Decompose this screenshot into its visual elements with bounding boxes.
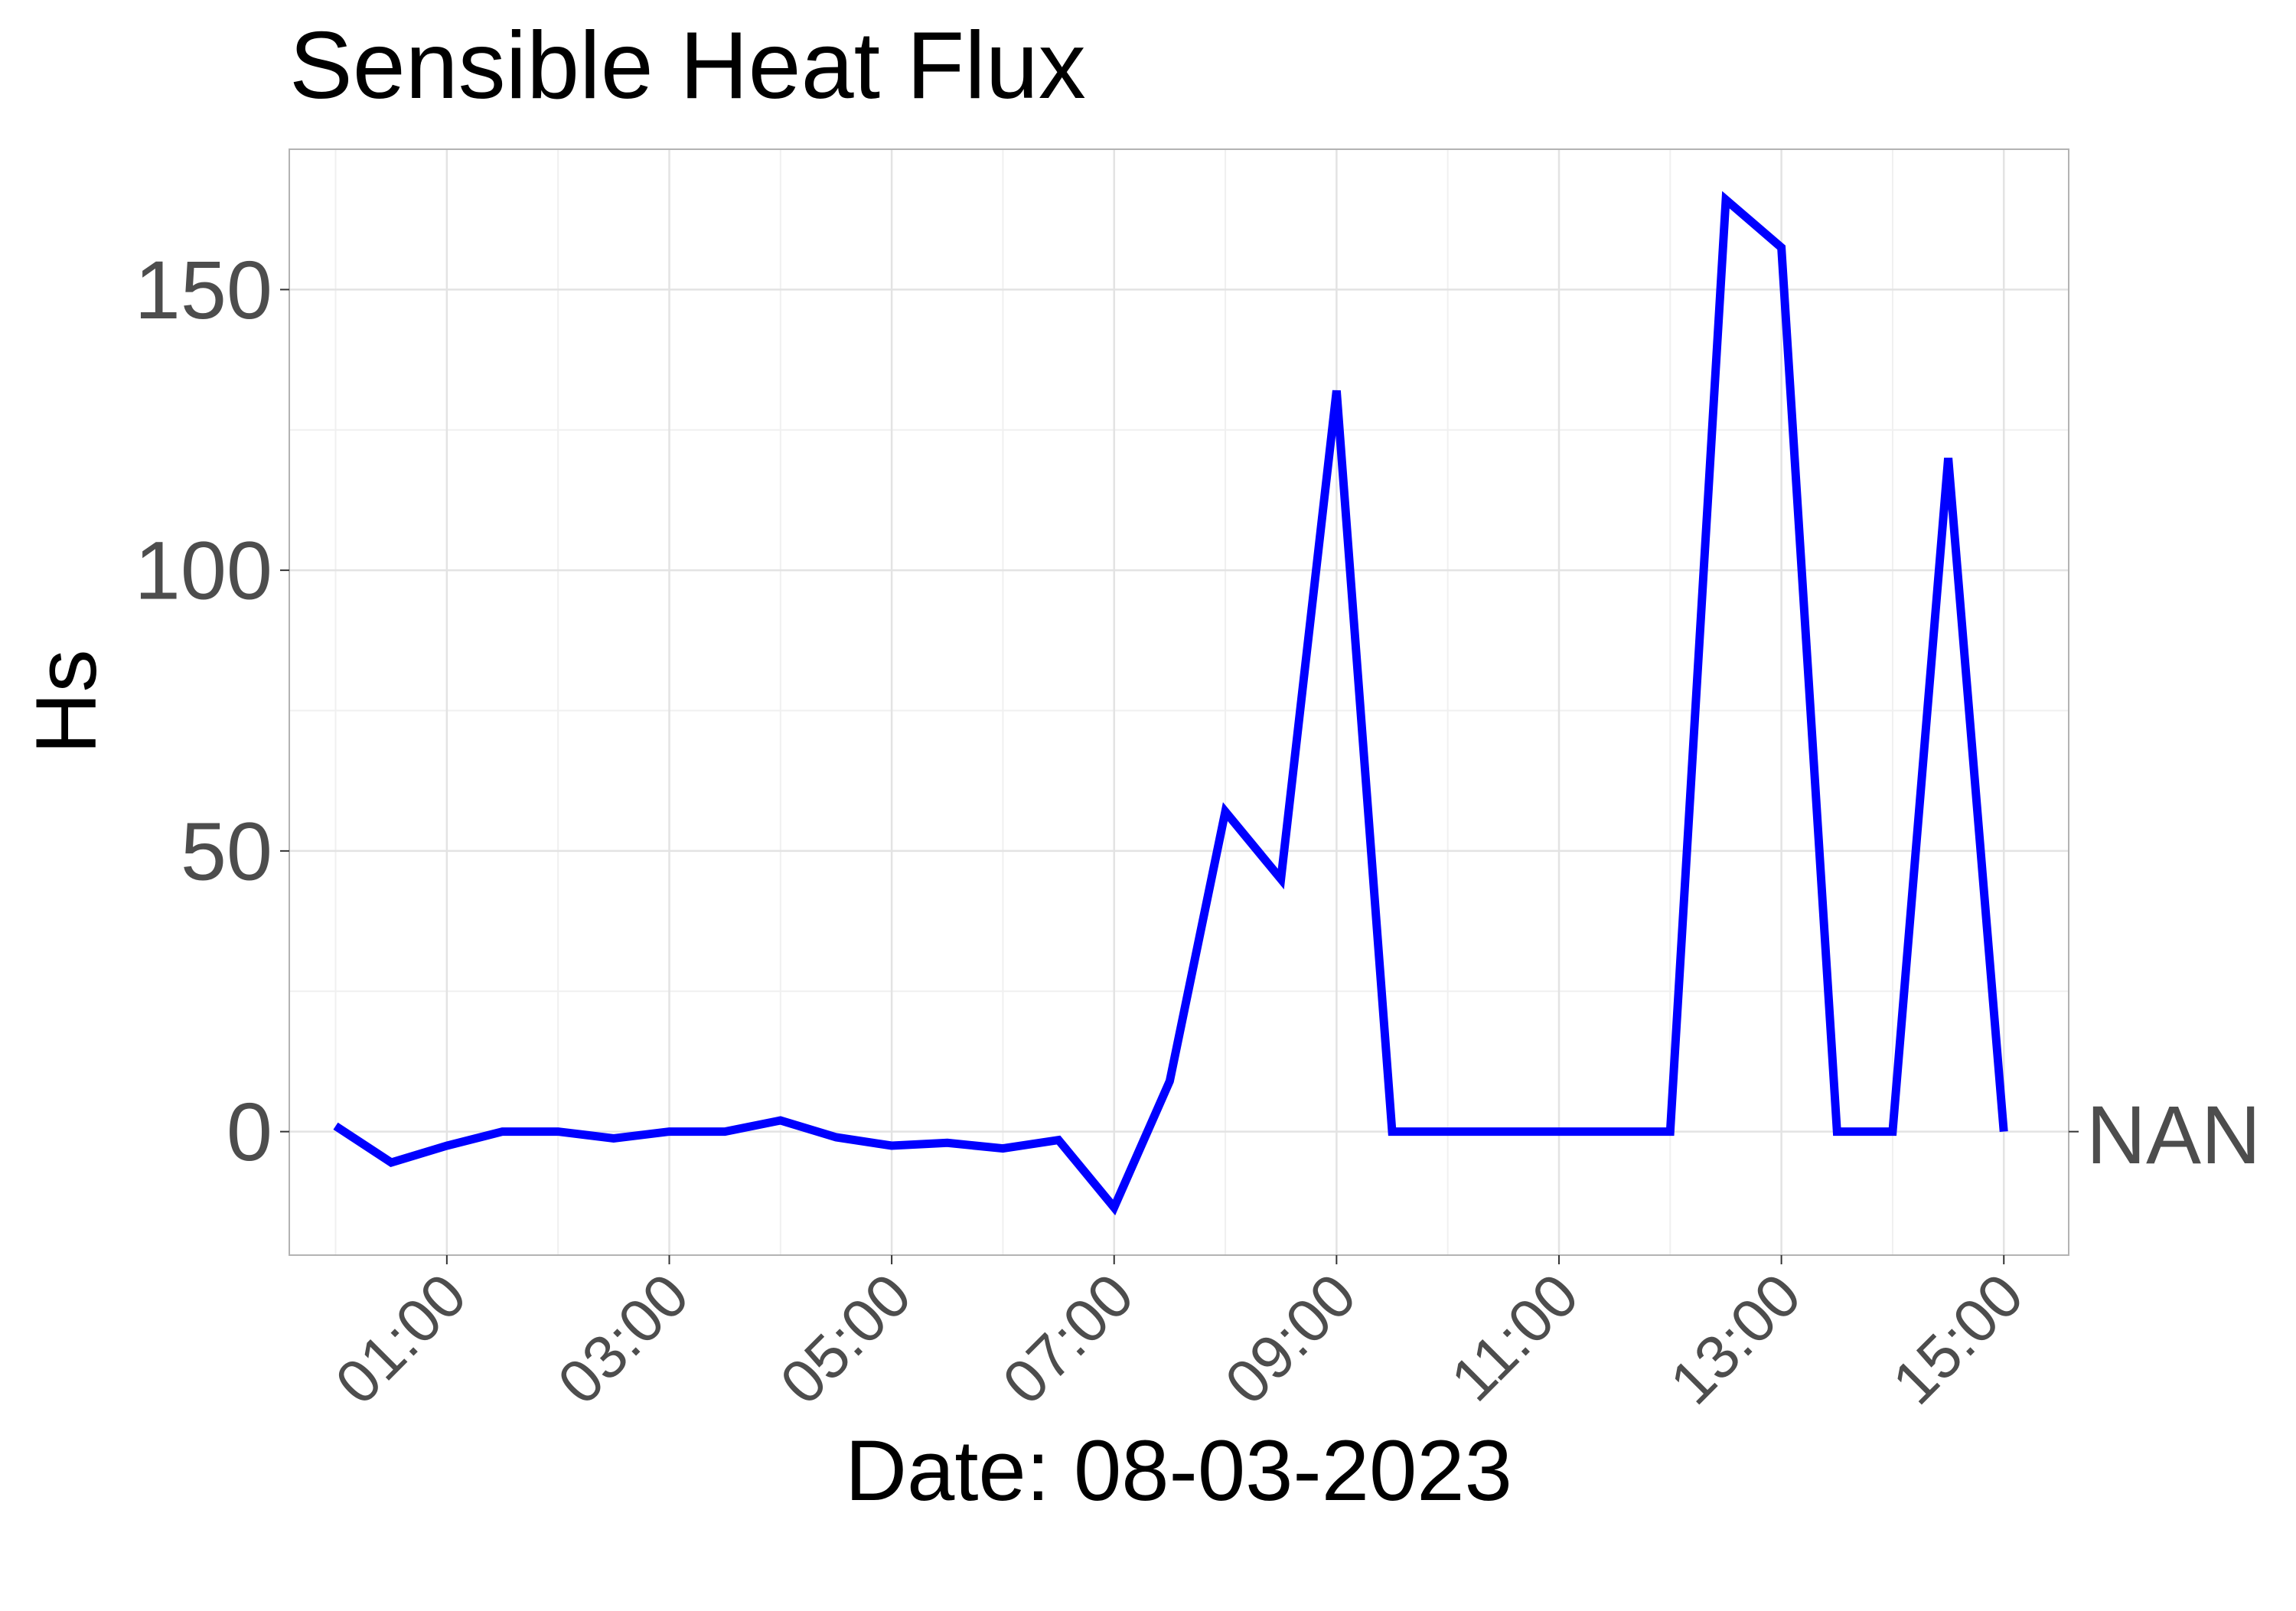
grid [289,149,2069,1255]
chart-title: Sensible Heat Flux [289,13,1086,119]
plot-border [289,148,2069,1256]
series-line-hs [333,191,2008,1216]
y-axis-ticks: 0 50 100 150 [135,243,289,1178]
y-tick-label: 0 [227,1085,272,1178]
y-tick-label: 150 [135,243,272,336]
secondary-y-label: NAN [2086,1088,2261,1181]
x-axis-label: Date: 08-03-2023 [845,1423,1512,1518]
y-axis-label: Hs [18,650,114,755]
y-tick-label: 50 [181,804,272,897]
y-tick-label: 100 [135,524,272,617]
